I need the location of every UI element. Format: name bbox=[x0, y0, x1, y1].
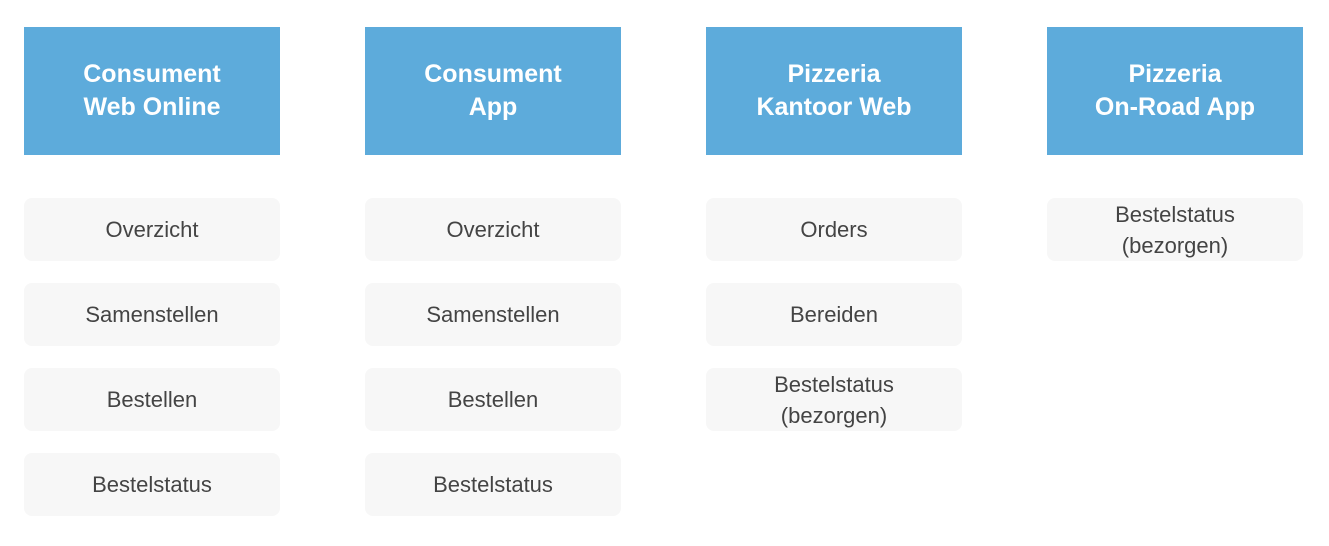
list-item: Orders bbox=[706, 198, 962, 261]
list-item: Bestelstatus bbox=[365, 453, 621, 516]
item-list: Bestelstatus (bezorgen) bbox=[1047, 198, 1303, 261]
column-header: Consument App bbox=[365, 27, 621, 155]
column: Consument App Overzicht Samenstellen Bestel… bbox=[365, 27, 621, 538]
column: Pizzeria Kantoor Web Orders Bereiden Bestel… bbox=[706, 27, 962, 453]
column-header: Pizzeria Kantoor Web bbox=[706, 27, 962, 155]
list-item: Overzicht bbox=[365, 198, 621, 261]
list-item: Bestellen bbox=[24, 368, 280, 431]
column: Pizzeria On-Road App Bestelstatus (bezorg… bbox=[1047, 27, 1303, 283]
list-item: Bestelstatus (bezorgen) bbox=[706, 368, 962, 431]
item-list: Overzicht Samenstellen Bestellen Bestelstat… bbox=[24, 198, 280, 516]
column: Consument Web Online Overzicht Samenstelle… bbox=[24, 27, 280, 538]
item-list: Orders Bereiden Bestelstatus (bezorgen) bbox=[706, 198, 962, 431]
list-item: Bestellen bbox=[365, 368, 621, 431]
list-item: Samenstellen bbox=[24, 283, 280, 346]
column-header: Consument Web Online bbox=[24, 27, 280, 155]
list-item: Overzicht bbox=[24, 198, 280, 261]
list-item: Bestelstatus bbox=[24, 453, 280, 516]
list-item: Samenstellen bbox=[365, 283, 621, 346]
column-header: Pizzeria On-Road App bbox=[1047, 27, 1303, 155]
item-list: Overzicht Samenstellen Bestellen Bestelstat… bbox=[365, 198, 621, 516]
list-item: Bestelstatus (bezorgen) bbox=[1047, 198, 1303, 261]
list-item: Bereiden bbox=[706, 283, 962, 346]
